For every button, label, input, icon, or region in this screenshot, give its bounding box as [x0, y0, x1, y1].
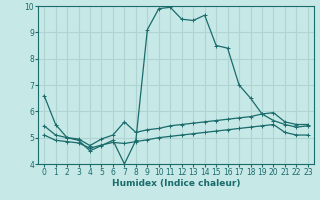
X-axis label: Humidex (Indice chaleur): Humidex (Indice chaleur) [112, 179, 240, 188]
